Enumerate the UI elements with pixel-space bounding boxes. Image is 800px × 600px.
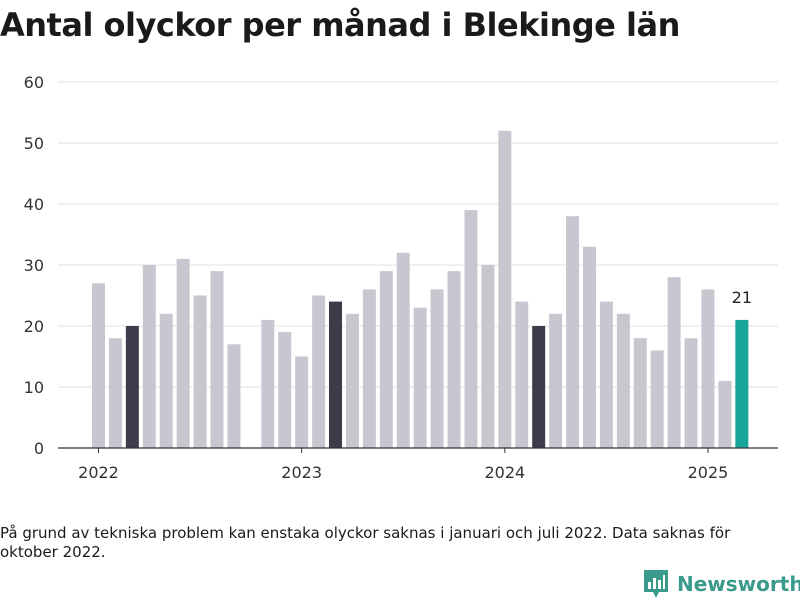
- x-tick-label: 2025: [688, 463, 729, 482]
- bar-2022-11: [261, 319, 275, 448]
- bar-2024-07: [599, 301, 613, 448]
- newsworthy-logo-icon: [644, 570, 668, 598]
- y-tick-label: 50: [24, 134, 44, 153]
- bar-2024-11: [667, 277, 681, 448]
- footnote: På grund av tekniska problem kan enstaka…: [0, 524, 731, 561]
- brand-name: Newsworthy: [677, 572, 800, 596]
- bars: [92, 130, 749, 449]
- bar-2025-01: [701, 289, 715, 448]
- y-tick-label: 30: [24, 256, 44, 275]
- bar-2022-05: [159, 313, 173, 448]
- bar-2023-02: [312, 295, 326, 448]
- bar-2024-02: [515, 301, 529, 448]
- bar-2024-04: [549, 313, 563, 448]
- y-axis-ticks: 0 10 20 30 40 50 60: [24, 73, 44, 458]
- bar-2024-06: [582, 246, 596, 448]
- bar-2022-09: [227, 344, 241, 448]
- y-tick-label: 10: [24, 378, 44, 397]
- y-tick-label: 40: [24, 195, 44, 214]
- bar-2022-08: [210, 271, 224, 448]
- bar-2023-10: [447, 271, 461, 448]
- x-tick-label: 2023: [281, 463, 322, 482]
- bar-2024-12: [684, 338, 698, 448]
- bar-2023-08: [413, 307, 427, 448]
- bar-2024-10: [650, 350, 664, 448]
- bar-2023-01: [295, 356, 309, 448]
- data-label: 21: [732, 288, 752, 307]
- x-tick-label: 2024: [484, 463, 525, 482]
- y-tick-label: 0: [34, 439, 44, 458]
- bar-2024-03: [532, 326, 546, 448]
- bar-2022-04: [142, 265, 156, 448]
- bar-2022-06: [176, 258, 190, 448]
- bar-2023-12: [481, 265, 495, 448]
- bar-chart: 0 10 20 30 40 50 60 2022 2023 2024 2025 21: [24, 73, 778, 482]
- bar-2023-07: [396, 252, 410, 448]
- bar-2022-12: [278, 332, 292, 448]
- brand-logo: Newsworthy: [643, 568, 800, 600]
- y-tick-label: 60: [24, 73, 44, 92]
- bar-2024-09: [633, 338, 647, 448]
- bar-2023-04: [345, 313, 359, 448]
- bar-2023-09: [430, 289, 444, 448]
- bar-2022-03: [125, 326, 139, 448]
- bar-2025-03: [735, 319, 749, 448]
- chart-title: Antal olyckor per månad i Blekinge län: [0, 6, 680, 44]
- bar-2024-05: [566, 216, 580, 448]
- bar-2023-06: [379, 271, 393, 448]
- bar-2023-11: [464, 210, 478, 448]
- data-labels: 21: [732, 288, 752, 307]
- x-tick-label: 2022: [78, 463, 119, 482]
- bar-2025-02: [718, 380, 732, 448]
- bar-2022-07: [193, 295, 207, 448]
- bar-2022-01: [92, 283, 105, 448]
- bar-2024-01: [498, 130, 512, 449]
- bar-2023-03: [329, 301, 343, 448]
- bar-2022-02: [108, 338, 122, 448]
- bar-2023-05: [362, 289, 376, 448]
- bar-2024-08: [616, 313, 630, 448]
- y-tick-label: 20: [24, 317, 44, 336]
- x-axis: 2022 2023 2024 2025: [58, 447, 778, 482]
